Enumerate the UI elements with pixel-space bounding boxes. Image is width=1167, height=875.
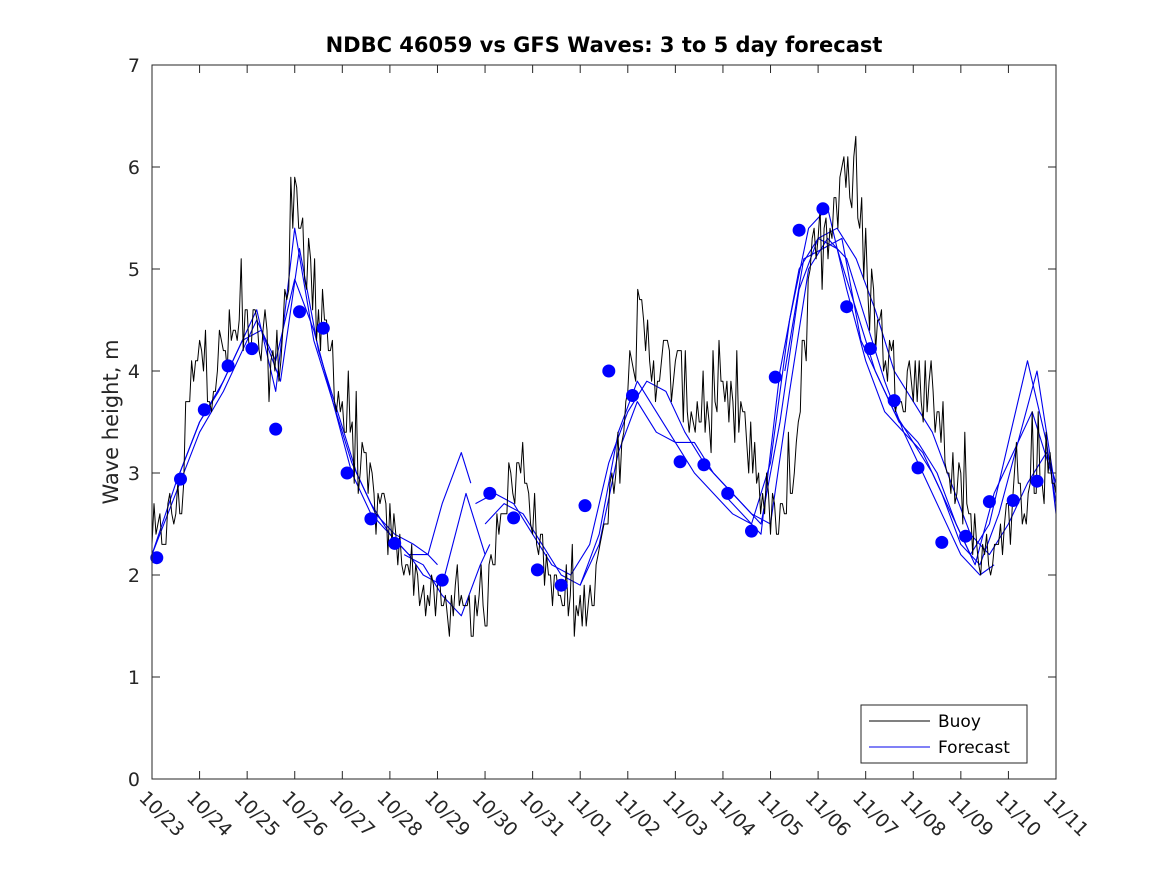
legend-forecast-label: Forecast [938,738,1010,758]
forecast-marker [150,551,164,565]
forecast-marker [340,466,354,480]
y-axis-label: Wave height, m [99,339,123,504]
legend: Buoy Forecast [860,704,1028,764]
forecast-marker [959,529,973,543]
forecast-line [784,237,1057,566]
forecast-marker [435,573,449,587]
chart-title: NDBC 46059 vs GFS Waves: 3 to 5 day fore… [326,33,883,57]
forecast-markers [150,202,1044,592]
forecast-marker [697,458,711,472]
plot-area [152,65,1056,779]
forecast-line [151,248,472,556]
y-tick-label: 1 [128,667,140,689]
y-tick-label: 5 [128,259,140,281]
forecast-marker [792,223,806,237]
forecast-marker [1006,494,1020,507]
forecast-marker [602,364,616,378]
forecast-marker [673,455,687,469]
forecast-marker [483,486,497,500]
forecast-marker [269,422,283,436]
forecast-marker [887,394,901,408]
forecast-marker [840,300,854,314]
forecast-marker [530,563,544,577]
forecast-marker [554,578,568,592]
forecast-marker [1030,474,1044,488]
forecast-marker [245,342,259,356]
y-tick-label: 3 [128,463,140,485]
plot-frame [151,64,1057,780]
forecast-marker [935,535,949,549]
forecast-marker [863,342,877,356]
legend-buoy-label: Buoy [938,712,981,732]
forecast-marker [721,486,735,500]
forecast-marker [626,389,639,402]
forecast-marker [364,512,378,526]
ticks-layer [151,64,1057,780]
forecast-marker [911,461,925,475]
forecast-marker [316,321,330,335]
forecast-marker [197,403,211,417]
y-tick-label: 2 [128,565,140,587]
forecast-marker [174,472,187,486]
forecast-marker [293,305,306,319]
forecast-line [403,544,491,617]
forecast-marker [768,370,782,384]
y-tick-label: 6 [128,157,140,179]
y-tick-label: 4 [128,361,140,383]
forecast-marker [578,499,592,513]
buoy-line [151,135,1057,637]
forecast-marker [745,524,758,538]
forecast-marker [388,536,402,550]
forecast-marker [816,202,830,216]
y-tick-label: 0 [128,769,140,791]
legend-box [860,704,1028,764]
buoy-line-group [151,135,1057,637]
forecast-marker [507,511,521,525]
forecast-marker [982,495,996,509]
forecast-line [475,227,1057,576]
forecast-marker [221,359,235,373]
y-tick-label: 7 [128,55,140,77]
